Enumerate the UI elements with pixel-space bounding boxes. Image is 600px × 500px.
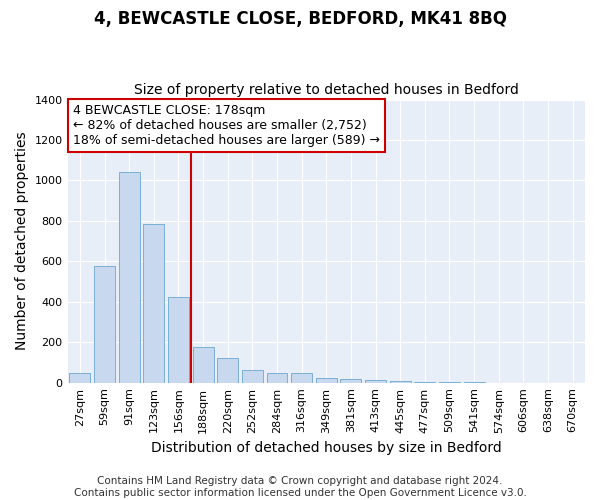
- Bar: [340, 379, 361, 382]
- Bar: [217, 358, 238, 382]
- Bar: [143, 224, 164, 382]
- Bar: [390, 380, 410, 382]
- Bar: [94, 266, 115, 382]
- Bar: [316, 378, 337, 382]
- Bar: [291, 373, 312, 382]
- Bar: [193, 346, 214, 382]
- Bar: [119, 172, 140, 382]
- X-axis label: Distribution of detached houses by size in Bedford: Distribution of detached houses by size …: [151, 441, 502, 455]
- Bar: [365, 380, 386, 382]
- Bar: [266, 373, 287, 382]
- Bar: [168, 296, 189, 382]
- Bar: [70, 373, 91, 382]
- Text: Contains HM Land Registry data © Crown copyright and database right 2024.
Contai: Contains HM Land Registry data © Crown c…: [74, 476, 526, 498]
- Text: 4, BEWCASTLE CLOSE, BEDFORD, MK41 8BQ: 4, BEWCASTLE CLOSE, BEDFORD, MK41 8BQ: [94, 10, 506, 28]
- Text: 4 BEWCASTLE CLOSE: 178sqm
← 82% of detached houses are smaller (2,752)
18% of se: 4 BEWCASTLE CLOSE: 178sqm ← 82% of detac…: [73, 104, 380, 147]
- Y-axis label: Number of detached properties: Number of detached properties: [15, 132, 29, 350]
- Title: Size of property relative to detached houses in Bedford: Size of property relative to detached ho…: [134, 83, 519, 97]
- Bar: [242, 370, 263, 382]
